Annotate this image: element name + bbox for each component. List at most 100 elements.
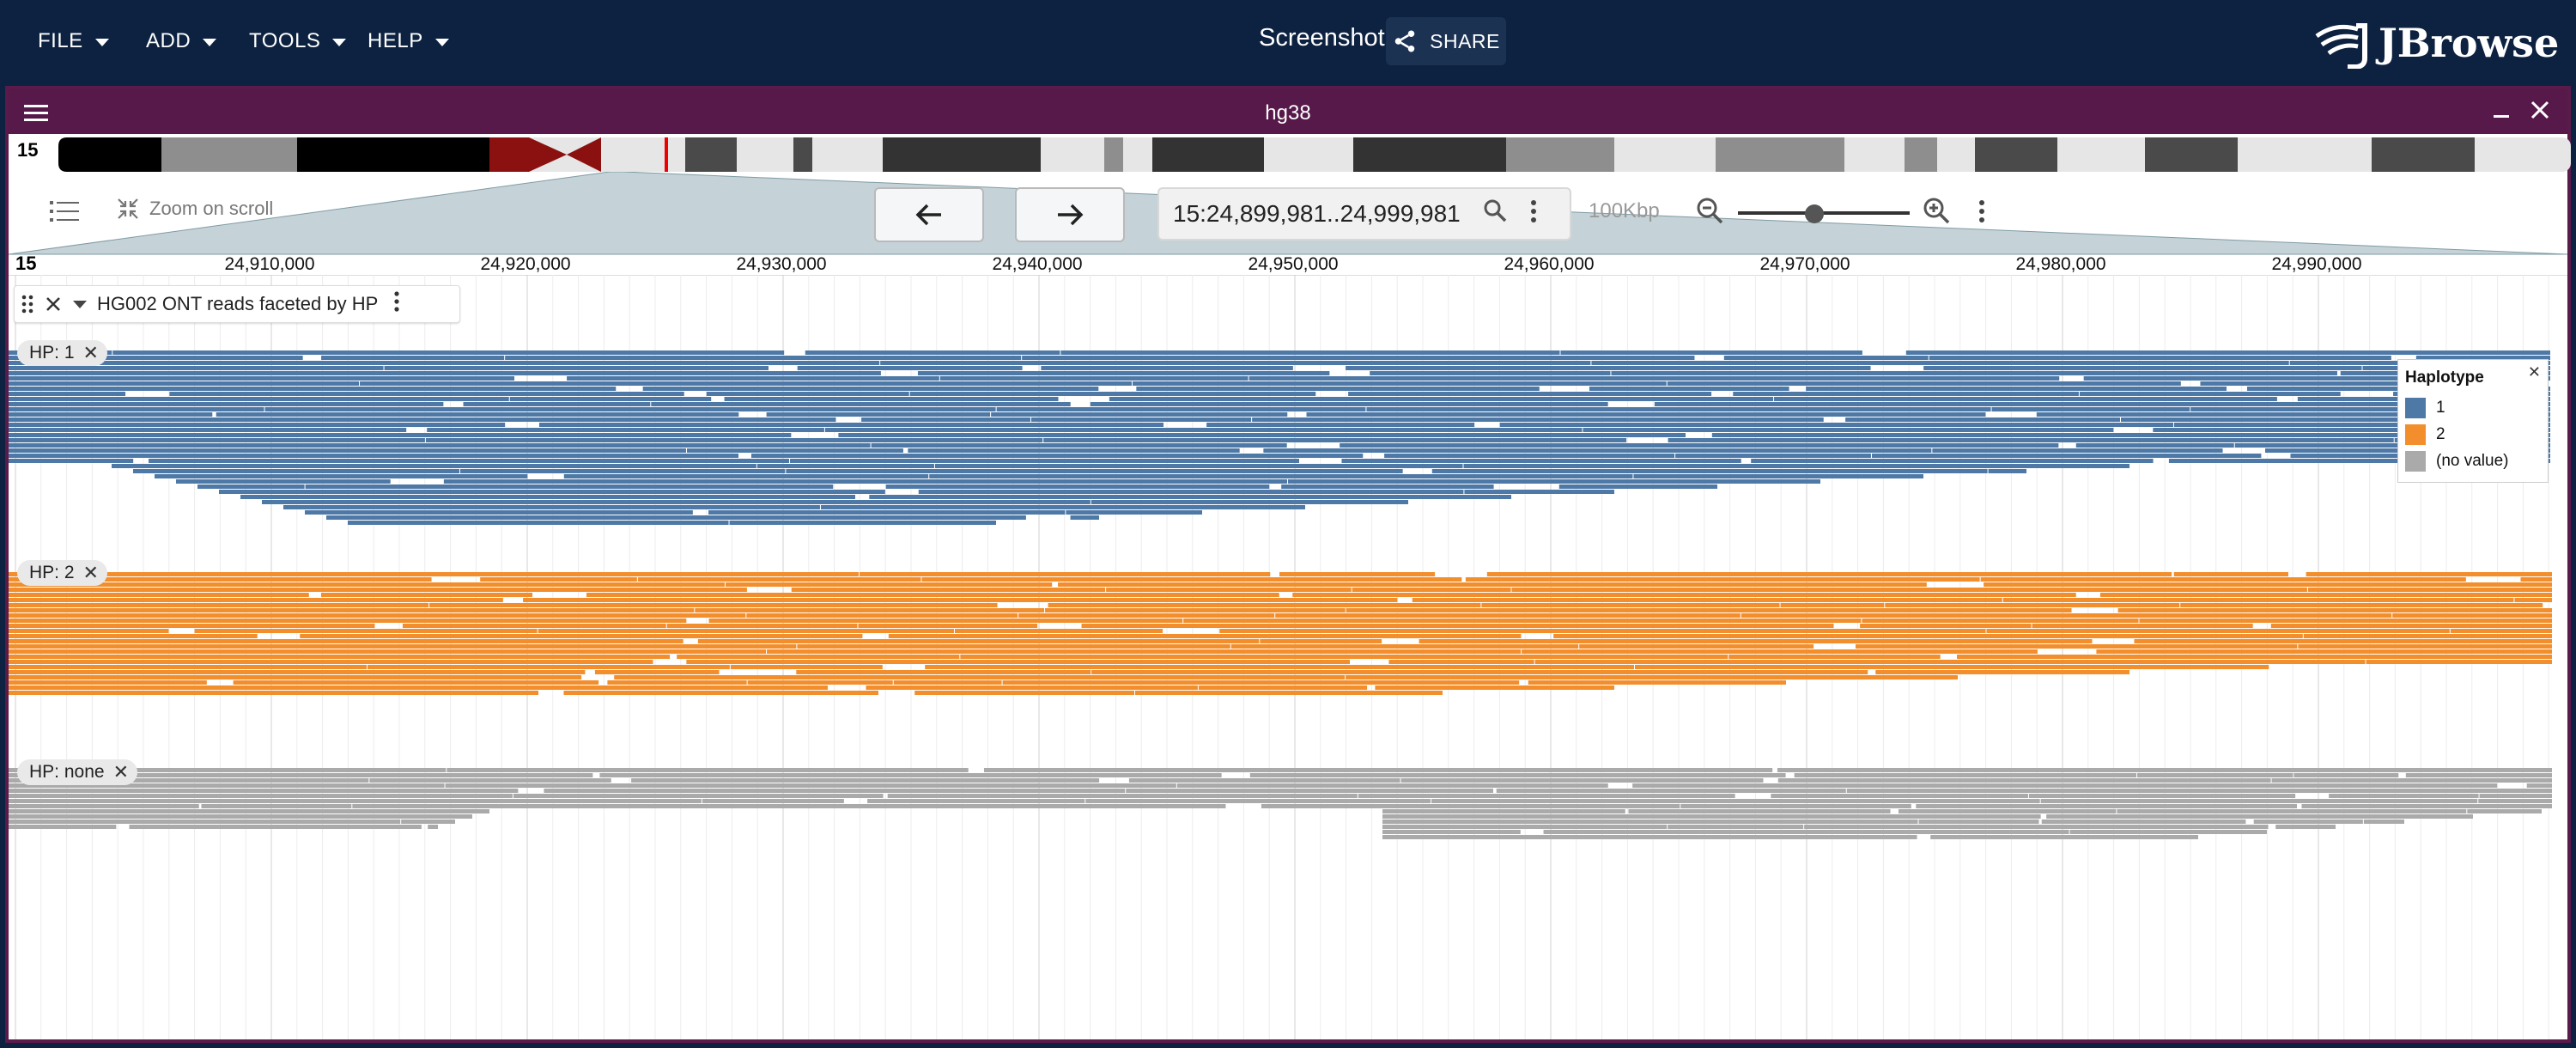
read-feature[interactable] <box>1382 830 1521 834</box>
read-feature[interactable] <box>918 490 1464 494</box>
read-feature[interactable] <box>2040 799 2478 803</box>
read-feature[interactable] <box>1176 783 1608 788</box>
read-feature[interactable] <box>954 629 1163 633</box>
read-feature[interactable] <box>1382 835 1917 839</box>
read-feature[interactable] <box>9 670 586 674</box>
read-feature[interactable] <box>1136 387 1540 391</box>
read-feature[interactable] <box>871 443 1287 448</box>
read-feature[interactable] <box>2099 593 2552 597</box>
read-feature[interactable] <box>2153 428 2458 432</box>
read-feature[interactable] <box>791 588 1106 592</box>
read-feature[interactable] <box>730 665 883 669</box>
read-feature[interactable] <box>1885 603 2180 607</box>
read-feature[interactable] <box>1230 644 1579 649</box>
read-feature[interactable] <box>1091 500 1408 504</box>
read-feature[interactable] <box>586 593 1279 597</box>
read-feature[interactable] <box>9 773 593 777</box>
read-feature[interactable] <box>1956 655 2552 659</box>
read-feature[interactable] <box>1560 350 1862 355</box>
read-feature[interactable] <box>1352 588 1511 592</box>
read-feature[interactable] <box>1384 454 1675 458</box>
read-feature[interactable] <box>9 613 746 618</box>
more-vert-icon[interactable] <box>1528 199 1539 223</box>
chromosome-ideogram[interactable] <box>58 137 2571 172</box>
read-feature[interactable] <box>2173 572 2288 576</box>
read-feature[interactable] <box>1875 670 2129 674</box>
read-feature[interactable] <box>2415 356 2550 360</box>
read-feature[interactable] <box>300 634 863 638</box>
read-feature[interactable] <box>133 469 460 473</box>
read-feature[interactable] <box>729 521 996 525</box>
read-feature[interactable] <box>9 381 360 386</box>
read-feature[interactable] <box>1558 484 1717 489</box>
read-feature[interactable] <box>824 428 1583 432</box>
read-feature[interactable] <box>2514 598 2552 602</box>
collapse-track-icon[interactable] <box>73 300 87 308</box>
read-feature[interactable] <box>2363 820 2404 824</box>
read-feature[interactable] <box>866 685 1198 690</box>
read-feature[interactable] <box>194 629 538 633</box>
read-feature[interactable] <box>2467 809 2542 813</box>
read-feature[interactable] <box>642 387 1099 391</box>
read-feature[interactable] <box>2174 423 2550 427</box>
read-feature[interactable] <box>1860 624 2032 628</box>
read-feature[interactable] <box>838 433 1686 437</box>
read-feature[interactable] <box>1486 572 2172 576</box>
read-feature[interactable] <box>1611 371 2337 375</box>
read-feature[interactable] <box>1499 423 2174 427</box>
read-feature[interactable] <box>686 660 1351 664</box>
read-feature[interactable] <box>9 582 725 587</box>
menu-tools[interactable]: TOOLS <box>249 26 347 57</box>
pan-right-button[interactable] <box>1015 187 1125 242</box>
read-feature[interactable] <box>887 794 1358 798</box>
read-feature[interactable] <box>9 376 515 381</box>
read-feature[interactable] <box>2002 598 2514 602</box>
read-feature[interactable] <box>1135 691 1443 695</box>
read-feature[interactable] <box>9 588 747 592</box>
read-feature[interactable] <box>2069 830 2267 834</box>
read-feature[interactable] <box>2298 644 2552 649</box>
read-feature[interactable] <box>607 680 747 685</box>
read-feature[interactable] <box>1066 510 1202 515</box>
read-feature[interactable] <box>1346 366 1871 370</box>
read-feature[interactable] <box>1275 613 1741 618</box>
read-feature[interactable] <box>1261 804 1680 808</box>
read-feature[interactable] <box>2392 613 2552 618</box>
read-feature[interactable] <box>695 608 1045 612</box>
read-feature[interactable] <box>2168 459 2550 463</box>
read-feature[interactable] <box>2253 820 2363 824</box>
read-feature[interactable] <box>1382 825 1668 829</box>
read-feature[interactable] <box>563 474 929 478</box>
read-feature[interactable] <box>631 778 1100 783</box>
read-feature[interactable] <box>9 639 683 643</box>
read-feature[interactable] <box>1806 387 2227 391</box>
read-feature[interactable] <box>9 778 369 783</box>
read-feature[interactable] <box>2190 407 2550 411</box>
read-feature[interactable] <box>888 634 1522 638</box>
read-feature[interactable] <box>917 371 1330 375</box>
read-feature[interactable] <box>262 500 1091 504</box>
drag-handle-icon[interactable] <box>15 295 40 314</box>
read-feature[interactable] <box>2366 660 2552 664</box>
read-feature[interactable] <box>425 438 1043 442</box>
read-feature[interactable] <box>538 423 1164 427</box>
read-feature[interactable] <box>9 392 126 396</box>
read-feature[interactable] <box>2306 572 2552 576</box>
read-feature[interactable] <box>1206 423 1475 427</box>
read-feature[interactable] <box>1511 588 2307 592</box>
read-feature[interactable] <box>1794 773 2137 777</box>
read-feature[interactable] <box>2275 825 2336 829</box>
read-feature[interactable] <box>1918 820 2039 824</box>
read-feature[interactable] <box>1680 804 1911 808</box>
read-feature[interactable] <box>859 572 1271 576</box>
minimize-icon[interactable] <box>2490 100 2512 122</box>
read-feature[interactable] <box>1463 464 2129 468</box>
read-feature[interactable] <box>796 670 1091 674</box>
read-feature[interactable] <box>9 603 429 607</box>
read-feature[interactable] <box>460 469 786 473</box>
read-feature[interactable] <box>1862 618 2139 623</box>
read-feature[interactable] <box>1002 680 1520 685</box>
read-feature[interactable] <box>2478 799 2552 803</box>
read-feature[interactable] <box>1932 448 2223 453</box>
read-feature[interactable] <box>9 794 513 798</box>
